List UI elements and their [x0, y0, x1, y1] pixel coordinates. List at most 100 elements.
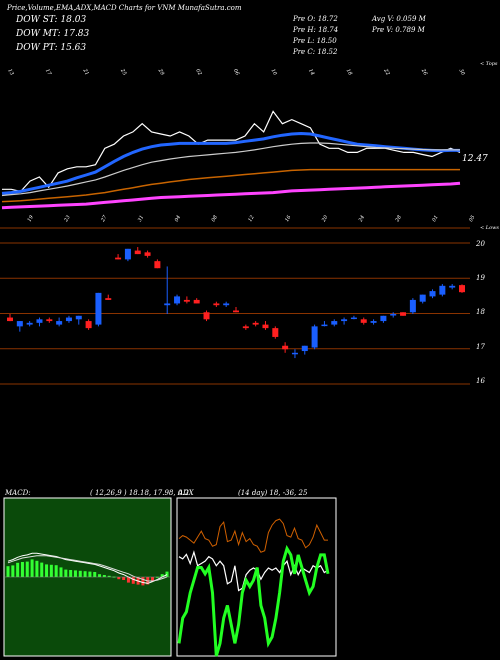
- bottom-date-label: 31: [137, 214, 145, 223]
- candle-body: [419, 294, 426, 302]
- candle-body: [380, 315, 387, 322]
- macd-histogram-bar: [126, 577, 130, 583]
- lows-label: < Lows: [480, 225, 499, 231]
- candle-body: [16, 321, 23, 327]
- top-date-label: 30: [457, 68, 466, 77]
- candle-body: [291, 352, 298, 355]
- avg-volume: Avg V: 0.059 M: [372, 15, 426, 23]
- top-date-label: 17: [44, 68, 53, 77]
- top-date-label: 14: [307, 68, 315, 77]
- macd-histogram-bar: [49, 564, 53, 577]
- candle-body: [223, 303, 230, 306]
- macd-histogram-bar: [16, 562, 20, 577]
- macd-histogram-bar: [122, 577, 126, 580]
- dow-lt-series-line: [1, 168, 460, 203]
- macd-histogram-bar: [131, 577, 135, 584]
- macd-histogram-bar: [30, 559, 34, 577]
- price-tick: 20: [476, 240, 485, 248]
- bottom-date-label: 23: [63, 214, 72, 223]
- candle-body: [7, 317, 13, 322]
- ema-price-label: 12.47: [462, 154, 488, 164]
- candle-body: [164, 303, 171, 306]
- candle-body: [105, 298, 112, 300]
- chart-title: Price,Volume,EMA,ADX,MACD Charts for VNM…: [7, 4, 242, 12]
- candle-body: [370, 321, 377, 323]
- candle-body: [459, 285, 465, 293]
- macd-label: MACD:: [5, 489, 31, 497]
- adx-panel-frame: [176, 497, 337, 657]
- candle-body: [46, 319, 53, 322]
- candle-body: [439, 285, 446, 295]
- macd-histogram-bar: [11, 565, 15, 577]
- top-date-label: 22: [382, 67, 391, 76]
- candle-body: [203, 312, 210, 320]
- candle-body: [242, 326, 249, 329]
- macd-histogram-bar: [102, 575, 106, 577]
- dow-mt-label: DOW MT: 17.83: [16, 29, 90, 39]
- top-date-label: 21: [81, 67, 90, 76]
- bottom-date-label: 05: [468, 214, 476, 223]
- candle-body: [360, 319, 367, 323]
- candle-body: [124, 248, 131, 260]
- candle-body: [321, 324, 328, 327]
- candle-body: [65, 317, 72, 322]
- candle-body: [144, 252, 151, 256]
- adx-line: [178, 518, 328, 553]
- bottom-date-label: 01: [431, 214, 439, 223]
- price-tick: 19: [476, 274, 485, 282]
- macd-histogram-bar: [107, 575, 111, 577]
- macd-histogram-bar: [78, 570, 82, 577]
- macd-histogram-bar: [165, 571, 169, 577]
- candle-body: [449, 285, 456, 288]
- top-date-label: 10: [269, 68, 278, 77]
- dow-mt-shadow-line: [1, 142, 460, 197]
- macd-histogram-bar: [117, 577, 121, 580]
- bottom-date-label: 27: [100, 214, 109, 224]
- price-tick: 18: [476, 308, 485, 316]
- bottom-date-label: 24: [357, 214, 366, 223]
- candle-body: [56, 321, 63, 325]
- macd-histogram-bar: [6, 566, 10, 577]
- macd-histogram-bar: [88, 571, 92, 577]
- prev-low: Pre L: 18.50: [293, 37, 337, 45]
- dow-st-label: DOW ST: 18.03: [16, 15, 87, 25]
- adx-values: (14 day) 18, -36, 25: [238, 489, 308, 497]
- top-date-label: 29: [156, 67, 165, 77]
- candle-body: [400, 312, 407, 316]
- top-date-label: 06: [232, 68, 241, 77]
- candle-body: [350, 317, 357, 320]
- candle-body: [262, 324, 269, 329]
- candle-body: [183, 299, 190, 302]
- dow-pt-series-line: [1, 181, 461, 210]
- candle-body: [134, 250, 141, 255]
- candle-body: [26, 322, 33, 325]
- macd-values: ( 12,26,9 ) 18.18, 17.98, 0.2: [90, 489, 189, 497]
- top-date-label: 18: [345, 68, 353, 77]
- top-date-label: 02: [194, 68, 202, 77]
- macd-signal-line: [7, 555, 168, 582]
- macd-histogram-bar: [83, 571, 87, 577]
- candle-body: [154, 261, 161, 269]
- candle-body: [429, 291, 436, 297]
- candle-body: [174, 296, 181, 304]
- adx-di-plus-line: [177, 544, 330, 657]
- macd-histogram-bar: [54, 565, 58, 577]
- price-tick: 17: [476, 343, 485, 351]
- macd-histogram-bar: [64, 569, 68, 577]
- candle-body: [341, 319, 348, 322]
- candle-body: [95, 292, 102, 325]
- candle-body: [282, 345, 289, 350]
- dow-pt-label: DOW PT: 15.63: [16, 43, 87, 53]
- macd-histogram-bar: [155, 576, 159, 578]
- price-tick: 16: [476, 377, 485, 385]
- bottom-date-label: 19: [27, 214, 36, 223]
- macd-histogram-bar: [73, 570, 77, 577]
- candle-body: [193, 299, 200, 304]
- candle-body: [409, 299, 416, 313]
- candle-body: [252, 322, 259, 325]
- macd-histogram-bar: [141, 577, 145, 586]
- top-date-label: 25: [119, 67, 128, 76]
- macd-histogram-bar: [20, 562, 24, 577]
- bottom-date-label: 12: [247, 214, 255, 223]
- macd-histogram-bar: [98, 574, 102, 577]
